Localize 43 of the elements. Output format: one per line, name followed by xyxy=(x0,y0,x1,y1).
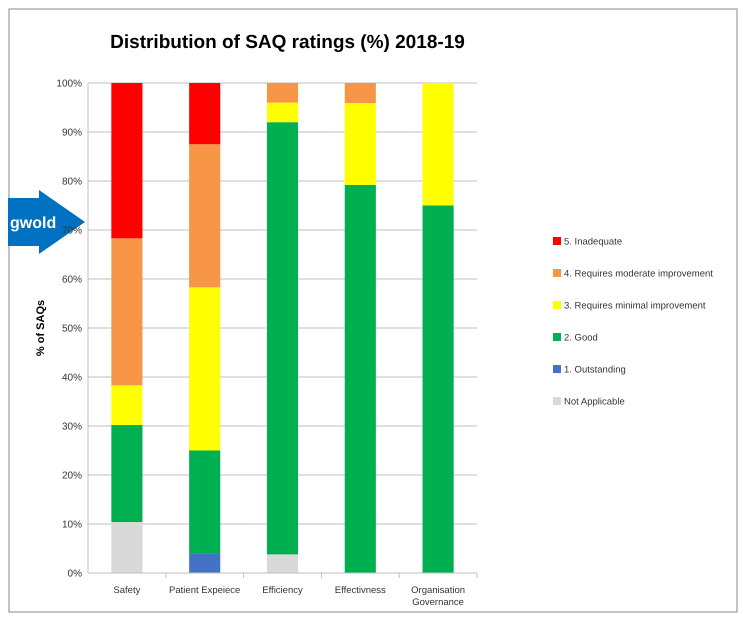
legend-label: 2. Good xyxy=(564,332,598,344)
bar xyxy=(189,83,220,144)
y-axis-title: % of SAQs xyxy=(35,300,47,356)
text: gwold xyxy=(10,215,56,232)
y-tick-label: 40% xyxy=(62,372,82,384)
bar xyxy=(111,385,142,426)
x-tick-label: Efficiency xyxy=(262,585,303,596)
y-tick-label: 80% xyxy=(62,176,82,188)
chart-title: Distribution of SAQ ratings (%) 2018-19 xyxy=(110,32,465,53)
legend-label: 1. Outstanding xyxy=(564,364,626,376)
y-tick-label: 30% xyxy=(62,422,82,432)
bar xyxy=(344,184,376,573)
legend-label: 5. Inadequate xyxy=(564,236,622,248)
bar xyxy=(111,522,142,573)
bar xyxy=(266,102,298,122)
bar xyxy=(422,206,454,573)
bar xyxy=(422,83,454,206)
y-tick-label: 10% xyxy=(62,520,82,530)
y-tick-label: 100% xyxy=(56,78,82,90)
bar xyxy=(189,450,220,554)
x-tick-label: Safety xyxy=(113,585,141,596)
bar xyxy=(344,83,376,104)
x-tick-label: Patient Expeiece xyxy=(169,585,240,596)
bar xyxy=(111,425,142,522)
bar xyxy=(266,554,298,573)
bar xyxy=(111,83,142,238)
legend-label: Not Applicable xyxy=(564,396,625,408)
bar xyxy=(189,287,220,450)
x-tick-label: Organisation Governance xyxy=(411,585,466,608)
bar xyxy=(189,144,220,288)
legend-label: 3. Requires minimal improvement xyxy=(564,300,706,312)
y-tick-label: 90% xyxy=(62,128,82,138)
bar xyxy=(111,238,142,386)
bar xyxy=(266,83,298,103)
y-tick-label: 0% xyxy=(68,568,82,580)
bar xyxy=(189,553,220,573)
legend-label: 4. Requires moderate improvement xyxy=(564,268,714,280)
y-tick-label: 60% xyxy=(62,274,82,286)
x-tick-label: Effectivness xyxy=(334,585,386,596)
bar xyxy=(344,103,376,185)
y-tick-label: 20% xyxy=(62,470,82,482)
y-tick-label: 50% xyxy=(62,324,82,334)
bar xyxy=(266,122,298,554)
